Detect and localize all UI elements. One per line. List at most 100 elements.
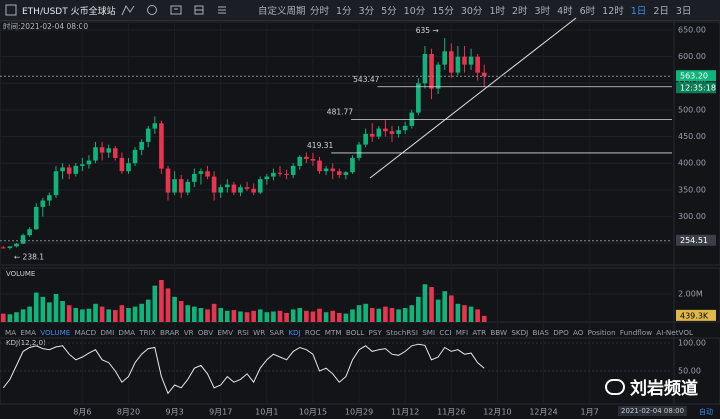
candle-body [126, 163, 131, 172]
indicator-tab[interactable]: WR [253, 327, 266, 337]
period[interactable]: 3分 [358, 6, 375, 17]
candle-body [73, 165, 79, 174]
candle-body [93, 147, 98, 161]
indicator-tab[interactable]: MTM [324, 327, 342, 337]
volume-bar [53, 294, 59, 322]
indicator-tab[interactable]: MFI [455, 327, 469, 337]
volume-bar [172, 296, 177, 322]
settings-icon[interactable] [147, 5, 157, 15]
period[interactable]: 5分 [381, 6, 397, 17]
indicator-tab[interactable]: TRIX [139, 327, 156, 337]
indicator-tab[interactable]: KDJ [288, 327, 301, 337]
list-icon[interactable] [218, 6, 226, 14]
period[interactable]: 1日 [630, 6, 647, 17]
kdj-line [2, 343, 485, 395]
panel [0, 337, 720, 405]
indicator-tabs: MA EMA VOLUME MACD DMI DMA TRIX BRAR VR OBV EMV RSI… [5, 326, 693, 338]
volume-bar [73, 308, 79, 322]
volume-bar [238, 311, 243, 322]
indicator-tab[interactable]: PSY [368, 327, 382, 337]
indicator-tab[interactable]: VR [183, 327, 194, 337]
candle-body [211, 176, 217, 193]
volume-bar [40, 296, 46, 322]
indicator-tab[interactable]: Position [587, 327, 616, 337]
period[interactable]: 2日 [653, 6, 669, 17]
candle-body [383, 128, 388, 132]
candle-body [132, 149, 138, 164]
volume-bar [20, 309, 26, 322]
volume-bar [126, 308, 131, 322]
indicator-tab[interactable]: BBW [490, 327, 508, 337]
period[interactable]: 3日 [675, 6, 692, 17]
candle-body [66, 167, 72, 174]
indicator-tab[interactable]: BOLL [345, 327, 365, 337]
indicator-tab[interactable]: DMI [100, 327, 115, 337]
countdown: 12:35:18 [680, 84, 716, 93]
indicator-tab[interactable]: DMA [118, 327, 136, 337]
draw-icon[interactable] [121, 4, 135, 16]
indicator-tab[interactable]: AI-NetVOL [656, 327, 693, 337]
volume-last-box [676, 309, 716, 321]
volume-bar [409, 305, 415, 322]
indicator-tab[interactable]: BIAS [532, 327, 549, 337]
candle-body [244, 187, 250, 189]
volume-bar [27, 306, 32, 322]
indicator-tab[interactable]: CCI [439, 327, 452, 337]
volume-bar [336, 312, 342, 322]
period[interactable]: 2时 [511, 6, 528, 17]
indicator-tab[interactable]: RSI [237, 327, 249, 337]
layout-icon[interactable] [194, 5, 204, 15]
period[interactable]: 15分 [432, 6, 454, 17]
auto-mode[interactable]: 自动 [699, 408, 713, 416]
pair[interactable]: ETH/USDT 火币全球站 [22, 6, 116, 17]
indicator-tab[interactable]: EMA [20, 327, 37, 337]
indicator-tab[interactable]: DPO [553, 327, 569, 337]
indicator-tab[interactable]: VOLUME [40, 327, 71, 337]
annotation: 481.77 [327, 108, 353, 117]
volume-bar [416, 296, 421, 322]
indicator-tab[interactable]: MACD [74, 327, 97, 337]
candle-body [119, 157, 125, 172]
candle-body [251, 188, 256, 193]
y-tick-label: 400.00 [678, 159, 706, 168]
period[interactable]: 1分 [336, 6, 352, 17]
period[interactable]: 1时 [489, 6, 505, 17]
candle-body [224, 184, 230, 188]
period[interactable]: 12时 [602, 6, 624, 17]
last-price-label: 563.20 [680, 72, 708, 81]
indicator-tab[interactable]: OBV [197, 327, 214, 337]
volume-bar [47, 302, 52, 322]
candle-body [264, 176, 270, 180]
indicator-tab[interactable]: AO [572, 327, 584, 337]
indicator-tab[interactable]: EMV [217, 327, 234, 337]
candle-body [481, 72, 487, 77]
indicator-tab[interactable]: BRAR [159, 327, 180, 337]
indicator-tab[interactable]: StochRSI [386, 327, 418, 337]
period[interactable]: 3时 [534, 6, 551, 17]
indicator-tab[interactable]: SAR [269, 327, 285, 337]
volume-bar [277, 310, 283, 322]
annotation: 635 → [416, 26, 439, 35]
indicator-tab[interactable]: SMI [422, 327, 436, 337]
period[interactable]: 4时 [557, 6, 573, 17]
indicator-tab[interactable]: SKDJ [511, 327, 529, 337]
period[interactable]: 10分 [403, 6, 426, 17]
volume-bar [304, 310, 309, 322]
time-label: 时间:2021-02-04 08:00 [3, 22, 89, 31]
candle-body [468, 56, 474, 65]
period[interactable]: 6时 [579, 6, 596, 17]
volume-bar [455, 303, 461, 322]
custom-period[interactable]: 自定义周期 [258, 6, 306, 17]
indicator-tab[interactable]: ATR [472, 327, 487, 337]
indicator-tab[interactable]: ROC [304, 327, 321, 337]
menu-icon[interactable] [5, 4, 17, 16]
candle-body [376, 128, 382, 137]
panel [0, 21, 720, 266]
period[interactable]: 30分 [460, 6, 483, 17]
indicator-tab[interactable]: MA [5, 327, 17, 337]
candle-body [238, 187, 243, 193]
indicator-tab[interactable]: Fundflow [619, 327, 653, 337]
period[interactable]: 分时 [310, 6, 330, 17]
indicator-icon[interactable] [170, 5, 182, 15]
